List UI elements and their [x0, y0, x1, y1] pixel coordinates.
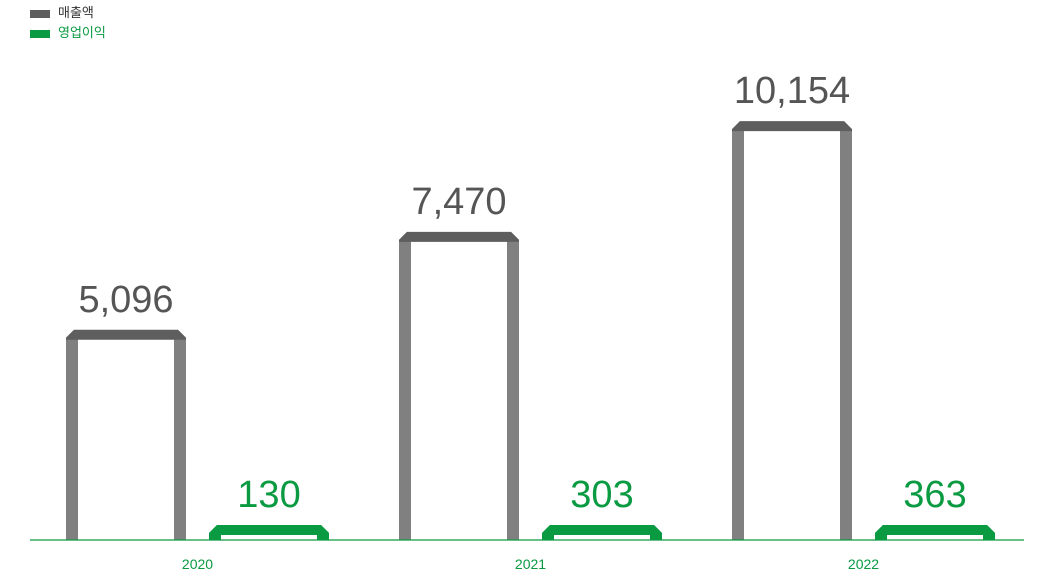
bar-left-wall	[66, 329, 78, 540]
legend: 매출액 영업이익	[30, 4, 106, 44]
legend-label-revenue: 매출액	[58, 6, 94, 21]
bar-right-wall	[840, 121, 852, 541]
bar-left-wall	[732, 121, 744, 541]
bar-revenue-2020	[66, 329, 186, 540]
bar-top-cap	[399, 231, 519, 242]
legend-item-revenue: 매출액	[30, 4, 106, 24]
bar-operating-profit-2021	[542, 525, 662, 540]
value-label-revenue-2022: 10,154	[734, 70, 850, 112]
value-label-revenue-2020: 5,096	[78, 279, 173, 321]
bar-revenue-2022	[732, 121, 852, 541]
bar-top-cap	[542, 525, 662, 535]
legend-swatch-revenue	[30, 10, 50, 18]
legend-item-operating-profit: 영업이익	[30, 24, 106, 44]
bar-right-wall	[507, 231, 519, 541]
bar-top-cap	[732, 121, 852, 132]
value-label-operating-profit-2022: 363	[903, 474, 966, 516]
bar-top-cap	[66, 329, 186, 340]
bar-left-wall	[399, 231, 411, 541]
x-tick-label-2021: 2021	[515, 556, 546, 572]
legend-swatch-operating-profit	[30, 30, 50, 38]
bar-top-cap	[209, 525, 329, 535]
bar-operating-profit-2020	[209, 525, 329, 540]
bar-right-wall	[174, 329, 186, 540]
x-tick-label-2020: 2020	[182, 556, 213, 572]
bar-operating-profit-2022	[875, 525, 995, 540]
value-label-revenue-2021: 7,470	[411, 181, 506, 223]
x-tick-label-2022: 2022	[848, 556, 879, 572]
bar-revenue-2021	[399, 231, 519, 541]
bar-top-cap	[875, 525, 995, 535]
legend-label-operating-profit: 영업이익	[58, 26, 106, 41]
value-label-operating-profit-2020: 130	[237, 474, 300, 516]
value-label-operating-profit-2021: 303	[570, 474, 633, 516]
